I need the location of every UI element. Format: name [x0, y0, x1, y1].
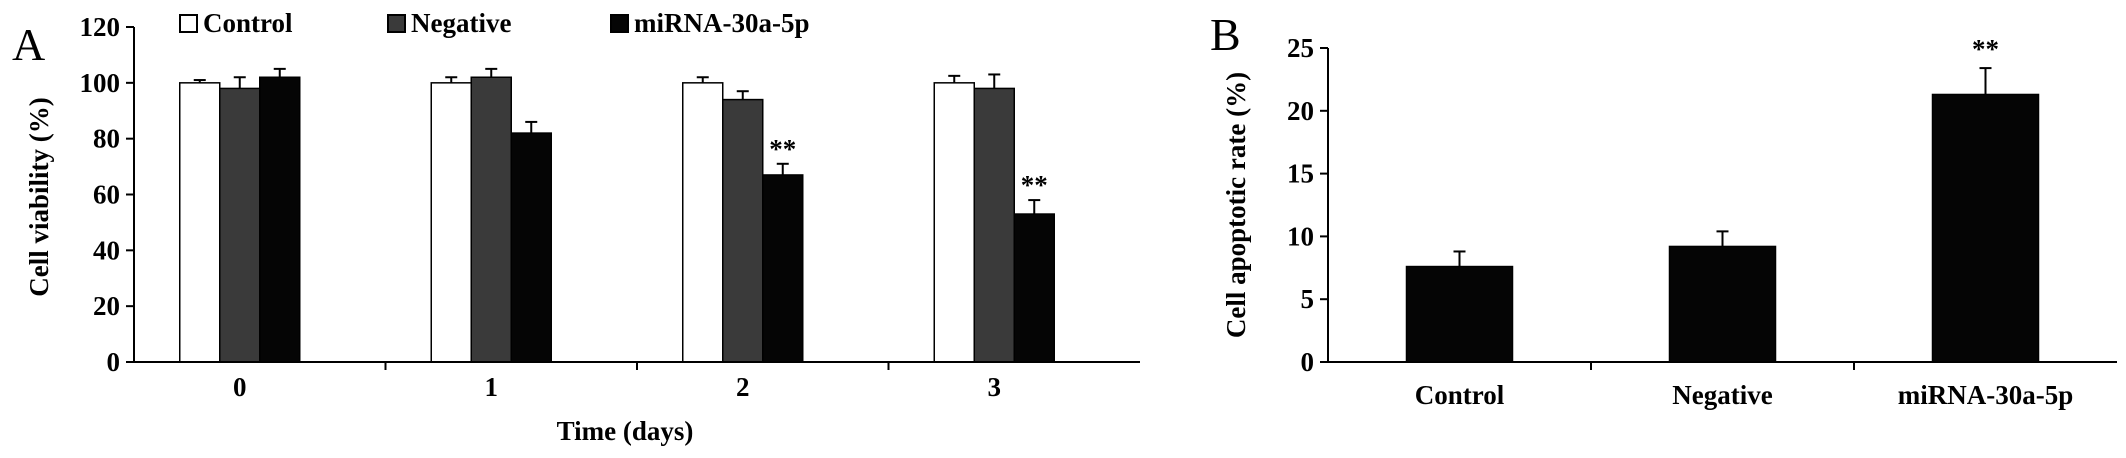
significance-label: **	[1021, 170, 1048, 200]
panel-a-letter: A	[12, 19, 45, 70]
panel-b-bars: **	[1405, 34, 2040, 363]
bar-negative-day-1	[470, 76, 512, 363]
y-tick-label: 0	[107, 347, 121, 377]
bar-mirna-30a-5p-day-0	[259, 76, 301, 363]
panel-a-bars: ** **	[179, 67, 1055, 363]
bar-control-day-1	[430, 82, 472, 363]
bar-negative	[1668, 245, 1777, 363]
bar-control	[1405, 265, 1514, 363]
x-tick-label: 2	[736, 372, 750, 402]
panel-b-letter: B	[1210, 9, 1241, 60]
bar-mirna-30a-5p-day-1	[510, 132, 552, 363]
panel-b-x-ticks: Control Negative miRNA-30a-5p	[1415, 362, 2074, 410]
y-tick-label: 20	[93, 291, 120, 321]
y-tick-label: 20	[1287, 96, 1314, 126]
bar-negative-day-3	[973, 87, 1015, 363]
bar-mirna-30a-5p	[1931, 93, 2040, 363]
y-tick-label: 80	[93, 124, 120, 154]
bar-mirna-30a-5p-day-3	[1013, 213, 1055, 363]
panel-a: A Control Negative miRNA-30a-5p 02040608…	[12, 8, 1140, 446]
panel-a-x-ticks: 0 1 2 3	[233, 362, 1001, 402]
y-tick-label: 0	[1301, 347, 1315, 377]
legend-swatch-negative	[387, 14, 406, 33]
x-tick-label: 3	[988, 372, 1002, 402]
y-tick-label: 25	[1287, 33, 1314, 63]
bar-control-day-2	[682, 82, 724, 363]
panel-a-legend: Control Negative miRNA-30a-5p	[179, 8, 810, 38]
x-tick-label: 0	[233, 372, 247, 402]
bar-control-day-0	[179, 82, 221, 363]
panel-b-y-ticks: 0 5 10 15 20 25	[1287, 33, 1328, 377]
legend-swatch-mirna	[610, 14, 629, 33]
y-tick-label: 10	[1287, 221, 1314, 251]
panel-b: B 0 5 10 15 20 25 ** Control Negative miRNA-30a…	[1210, 9, 2117, 410]
y-tick-label: 15	[1287, 159, 1314, 189]
bar-control-day-3	[933, 82, 975, 363]
y-tick-label: 5	[1301, 284, 1315, 314]
panel-a-x-label: Time (days)	[557, 416, 694, 446]
legend-label-negative: Negative	[411, 8, 511, 38]
x-tick-label: miRNA-30a-5p	[1898, 380, 2074, 410]
y-tick-label: 60	[93, 180, 120, 210]
y-tick-label: 40	[93, 235, 120, 265]
significance-label: **	[1972, 34, 1999, 64]
legend-label-control: Control	[203, 8, 293, 38]
legend-swatch-control	[179, 14, 198, 33]
bar-negative-day-2	[722, 98, 764, 363]
significance-label: **	[769, 134, 796, 164]
legend-label-mirna: miRNA-30a-5p	[634, 8, 810, 38]
x-tick-label: 1	[485, 372, 499, 402]
y-tick-label: 120	[80, 12, 121, 42]
x-tick-label: Negative	[1672, 380, 1772, 410]
x-tick-label: Control	[1415, 380, 1505, 410]
bar-negative-day-0	[219, 87, 261, 363]
panel-a-y-ticks: 0 20 40 60 80 100 120	[80, 12, 134, 377]
y-tick-label: 100	[80, 68, 121, 98]
bar-mirna-30a-5p-day-2	[762, 174, 804, 363]
panel-a-y-label: Cell viability (%)	[24, 97, 54, 296]
panel-b-y-label: Cell apoptotic rate (%)	[1221, 72, 1251, 338]
